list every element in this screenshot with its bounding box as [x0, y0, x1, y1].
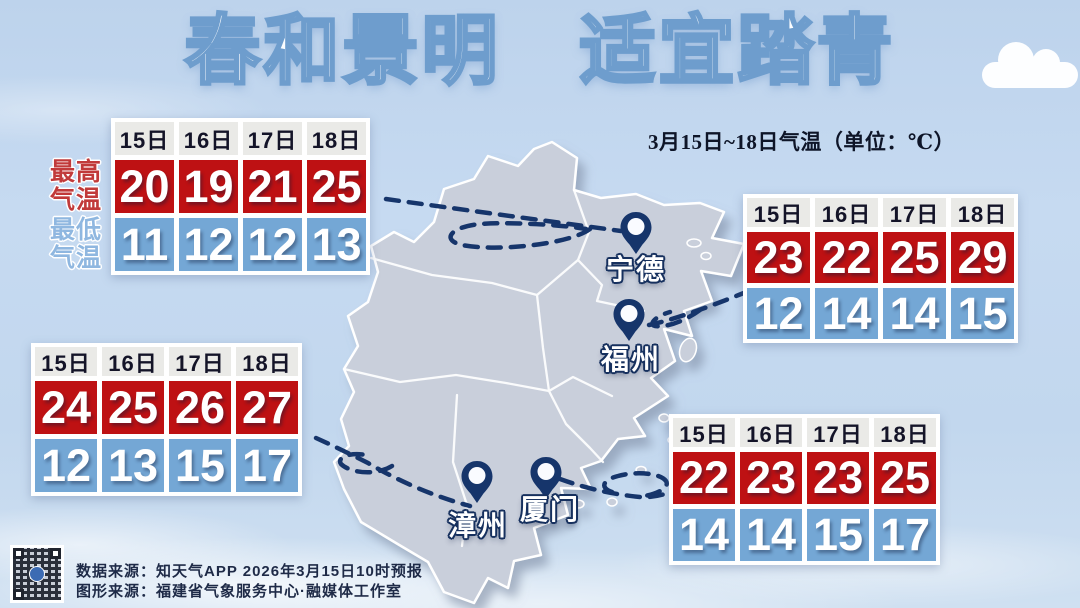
day-header-cell: 18日: [236, 347, 298, 376]
low-temp-cell: 17: [874, 509, 936, 561]
day-header-cell: 17日: [169, 347, 231, 376]
high-temp-cell: 22: [815, 232, 878, 283]
low-temp-cell: 15: [169, 439, 231, 492]
city-label-xiamen: 厦门: [519, 494, 580, 525]
legend-high-temp: 最高 气温: [49, 158, 102, 214]
data-source-line: 数据来源：知天气APP 2026年3月15日10时预报: [76, 563, 423, 580]
legend-low-temp: 最低 气温: [49, 216, 102, 272]
day-header-cell: 18日: [307, 122, 366, 155]
temp-table-xiamen: 15日 16日 17日 18日 22 23 23 25 14 14 15 17: [669, 414, 940, 565]
coastal-islands: [571, 238, 712, 509]
high-temp-cell: 23: [747, 232, 810, 283]
connector-ningde-loop: [448, 220, 593, 250]
city-label-zhangzhou: 漳州: [447, 510, 508, 541]
high-temp-cell: 29: [951, 232, 1014, 283]
high-temp-cell: 27: [236, 381, 298, 434]
low-temp-cell: 14: [673, 509, 735, 561]
high-temp-cell: 25: [307, 160, 366, 213]
day-header-cell: 16日: [179, 122, 238, 155]
low-temp-cell: 15: [951, 288, 1014, 339]
low-temp-cell: 17: [236, 439, 298, 492]
temp-table-zhangzhou: 15日 16日 17日 18日 24 25 26 27 12 13 15 17: [31, 343, 302, 496]
map-pin-xiamen-icon: [528, 455, 564, 501]
city-label-ningde: 宁德: [605, 254, 666, 285]
low-temp-cell: 11: [115, 218, 174, 271]
qr-pattern: [13, 548, 61, 600]
qr-center-logo: [29, 566, 45, 582]
connector-zhangzhou-loop: [337, 451, 395, 475]
day-header-cell: 15日: [747, 198, 810, 227]
day-header-cell: 18日: [874, 418, 936, 447]
source-credits: 数据来源：知天气APP 2026年3月15日10时预报 图形来源：福建省气象服务…: [76, 562, 423, 602]
high-temp-cell: 19: [179, 160, 238, 213]
subtitle: 3月15日~18日气温（单位：℃）: [648, 130, 956, 154]
graphic-source-line: 图形来源：福建省气象服务中心·融媒体工作室: [76, 583, 402, 600]
high-temp-cell: 21: [243, 160, 302, 213]
map-outline: [332, 140, 746, 605]
high-temp-cell: 23: [807, 452, 869, 504]
day-header-cell: 15日: [115, 122, 174, 155]
day-header-cell: 17日: [883, 198, 946, 227]
day-header-cell: 17日: [807, 418, 869, 447]
prefecture-borders: [342, 188, 646, 548]
low-temp-cell: 14: [883, 288, 946, 339]
high-temp-cell: 22: [673, 452, 735, 504]
day-header-cell: 18日: [951, 198, 1014, 227]
day-header-cell: 16日: [102, 347, 164, 376]
day-header-cell: 15日: [673, 418, 735, 447]
day-header-cell: 16日: [815, 198, 878, 227]
high-temp-cell: 26: [169, 381, 231, 434]
map-pin-fuzhou-icon: [611, 297, 647, 343]
low-temp-cell: 12: [35, 439, 97, 492]
low-temp-cell: 15: [807, 509, 869, 561]
low-temp-cell: 12: [243, 218, 302, 271]
connector-fuzhou-loop: [650, 307, 703, 329]
connector-zhangzhou: [313, 435, 473, 509]
page-title: 春和景明 适宜踏青: [183, 8, 896, 96]
qr-code: [10, 545, 64, 603]
high-temp-cell: 25: [102, 381, 164, 434]
high-temp-cell: 25: [874, 452, 936, 504]
low-temp-cell: 13: [102, 439, 164, 492]
low-temp-cell: 14: [740, 509, 802, 561]
low-temp-cell: 12: [747, 288, 810, 339]
map-pin-ningde-icon: [618, 210, 654, 256]
high-temp-cell: 20: [115, 160, 174, 213]
day-header-cell: 16日: [740, 418, 802, 447]
high-temp-cell: 23: [740, 452, 802, 504]
high-temp-cell: 24: [35, 381, 97, 434]
cloud-decoration: [982, 42, 1078, 88]
day-header-cell: 15日: [35, 347, 97, 376]
low-temp-cell: 14: [815, 288, 878, 339]
day-header-cell: 17日: [243, 122, 302, 155]
city-label-fuzhou: 福州: [600, 344, 661, 375]
connector-xiamen-loop: [602, 471, 669, 499]
low-temp-cell: 12: [179, 218, 238, 271]
temp-table-ningde: 15日 16日 17日 18日 20 19 21 25 11 12 12 13: [111, 118, 370, 275]
low-temp-cell: 13: [307, 218, 366, 271]
map-pin-zhangzhou-icon: [459, 459, 495, 505]
high-temp-cell: 25: [883, 232, 946, 283]
temp-table-fuzhou: 15日 16日 17日 18日 23 22 25 29 12 14 14 15: [743, 194, 1018, 343]
